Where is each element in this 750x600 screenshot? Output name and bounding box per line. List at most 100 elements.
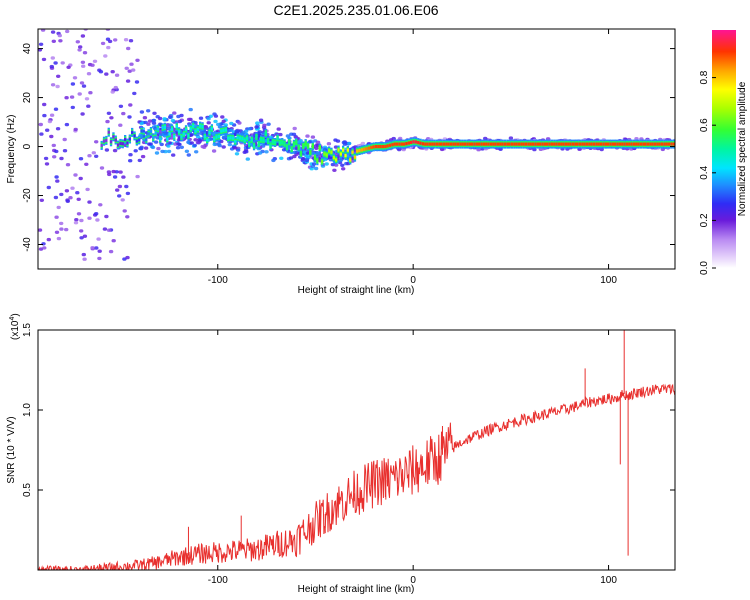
spectrogram-ridge-cell	[309, 150, 312, 154]
spectrogram-blob	[75, 191, 80, 195]
spectrogram-blob	[103, 54, 108, 58]
spectrogram-blob	[125, 191, 131, 196]
spectrogram-blob	[41, 57, 47, 62]
spectrogram-blob	[221, 135, 227, 140]
spectrogram-ridge-cell	[271, 140, 274, 144]
spectrogram-blob	[213, 119, 218, 124]
spectrogram-blob	[133, 149, 138, 153]
spectrogram-blob	[65, 29, 70, 34]
spectrogram-ridge-cell	[403, 142, 406, 146]
spectrogram-blob	[38, 122, 43, 127]
spectrogram-blob	[142, 116, 148, 120]
spectrogram-ridge-cell	[424, 142, 427, 146]
spectrogram-ridge-cell	[602, 142, 605, 146]
spectrogram-blob	[257, 151, 263, 155]
spectrogram-blob	[70, 186, 75, 190]
spectrogram-ridge-cell	[325, 153, 328, 157]
spectrogram-blob	[276, 127, 281, 131]
spectrogram-ridge-cell	[503, 142, 507, 146]
spectrogram-blob	[188, 107, 193, 112]
spectrogram-ridge-cell	[562, 142, 565, 146]
spectrogram-blob	[106, 228, 112, 232]
spectrogram-ridge-cell	[149, 129, 153, 134]
spectrogram-ridge-cell	[405, 142, 408, 146]
spectrogram-blob	[237, 121, 242, 125]
spectrogram-ridge-cell	[548, 142, 551, 146]
snr-panel: -100 0 100 0.5 1.0 1.5 Height of straight li…	[6, 313, 676, 595]
spectrogram-ridge-cell	[571, 142, 575, 146]
spectrogram-ridge-cell	[342, 148, 345, 152]
spectrogram-ridge-cell	[346, 148, 349, 152]
spectrogram-blob	[508, 136, 514, 140]
spectrogram-ridge-cell	[208, 130, 211, 134]
spectrogram-blob	[73, 173, 78, 177]
spectrogram-x-ticks: -100 0 100	[208, 29, 617, 286]
spectrogram-blob	[128, 39, 134, 43]
spectrogram-blob	[121, 111, 126, 116]
spectrogram-blob	[476, 148, 481, 152]
spectrogram-blob	[59, 221, 64, 226]
spectrogram-blob	[92, 59, 98, 63]
spectrogram-blob	[54, 230, 60, 234]
spectrogram-ridge-cell	[658, 142, 661, 146]
spectrogram-blob	[77, 48, 82, 52]
spectrogram-blob	[87, 216, 92, 220]
spectrogram-blob	[107, 39, 113, 44]
spectrogram-blob	[184, 149, 190, 153]
spectrogram-blob	[49, 64, 54, 69]
spectrogram-blob	[76, 212, 82, 216]
spectrogram-blob	[62, 149, 68, 153]
spectrogram-ridge-cell	[222, 128, 225, 132]
spectrogram-ridge-cell	[543, 142, 546, 146]
spectrogram-blob	[42, 102, 47, 107]
spectrogram-blob	[104, 214, 109, 219]
spectrogram-blob	[128, 159, 133, 163]
spectrogram-blob	[56, 205, 61, 210]
spectrogram-blob	[157, 116, 163, 121]
spectrogram-blob	[258, 118, 264, 122]
spectrogram-blob	[271, 158, 276, 163]
spectrogram-blob	[80, 34, 86, 38]
spectrogram-ridge-cell	[461, 142, 464, 146]
spectrogram-ridge-cell	[116, 143, 120, 147]
spectrogram-blob	[46, 185, 51, 190]
spectrogram-blob	[216, 142, 221, 146]
spectrogram-blob	[110, 70, 115, 74]
spectrogram-ridge-cell	[231, 136, 235, 140]
spectrogram-blob	[203, 125, 208, 129]
spectrogram-ridge-cell	[360, 148, 364, 152]
spectrogram-blob	[84, 97, 90, 101]
spectrogram-blob	[53, 195, 59, 200]
spectrogram-blob	[310, 135, 316, 139]
spectrogram-ridge-cell	[313, 155, 317, 159]
snr-plot-area	[38, 330, 675, 570]
spectrogram-ridge-cell	[159, 137, 162, 141]
spectrogram-blob	[43, 156, 49, 161]
spectrogram-ridge-cell	[363, 147, 366, 151]
spectrogram-blob	[53, 107, 59, 111]
spectrogram-blob	[193, 121, 198, 125]
spectrogram-ridge-cell	[454, 142, 457, 146]
spectrogram-blob	[97, 68, 102, 72]
spectrogram-blob	[113, 85, 119, 90]
spectrogram-blob	[90, 63, 95, 67]
spectrogram-blob	[333, 145, 339, 149]
spectrogram-blob	[94, 212, 99, 216]
spectrogram-blob	[87, 200, 92, 204]
snr-y-tick-label: 1.5	[22, 323, 33, 337]
spectrogram-ridge-cell	[473, 142, 476, 146]
spectrogram-blob	[148, 142, 153, 146]
spectrogram-blob	[38, 228, 43, 232]
spectrogram-ridge-cell	[529, 142, 532, 146]
spectrogram-blob	[220, 115, 225, 119]
spectrogram-ridge-cell	[131, 130, 134, 134]
spectrogram-blob	[125, 79, 131, 83]
spectrogram-blob	[129, 62, 134, 66]
spectrogram-ridge-cell	[367, 146, 371, 150]
spectrogram-ridge-cell	[447, 142, 450, 146]
spectrogram-blob	[57, 33, 62, 38]
spectrogram-blob	[78, 45, 83, 49]
spectrogram-ridge-cell	[145, 138, 148, 142]
spectrogram-blob	[150, 145, 156, 150]
